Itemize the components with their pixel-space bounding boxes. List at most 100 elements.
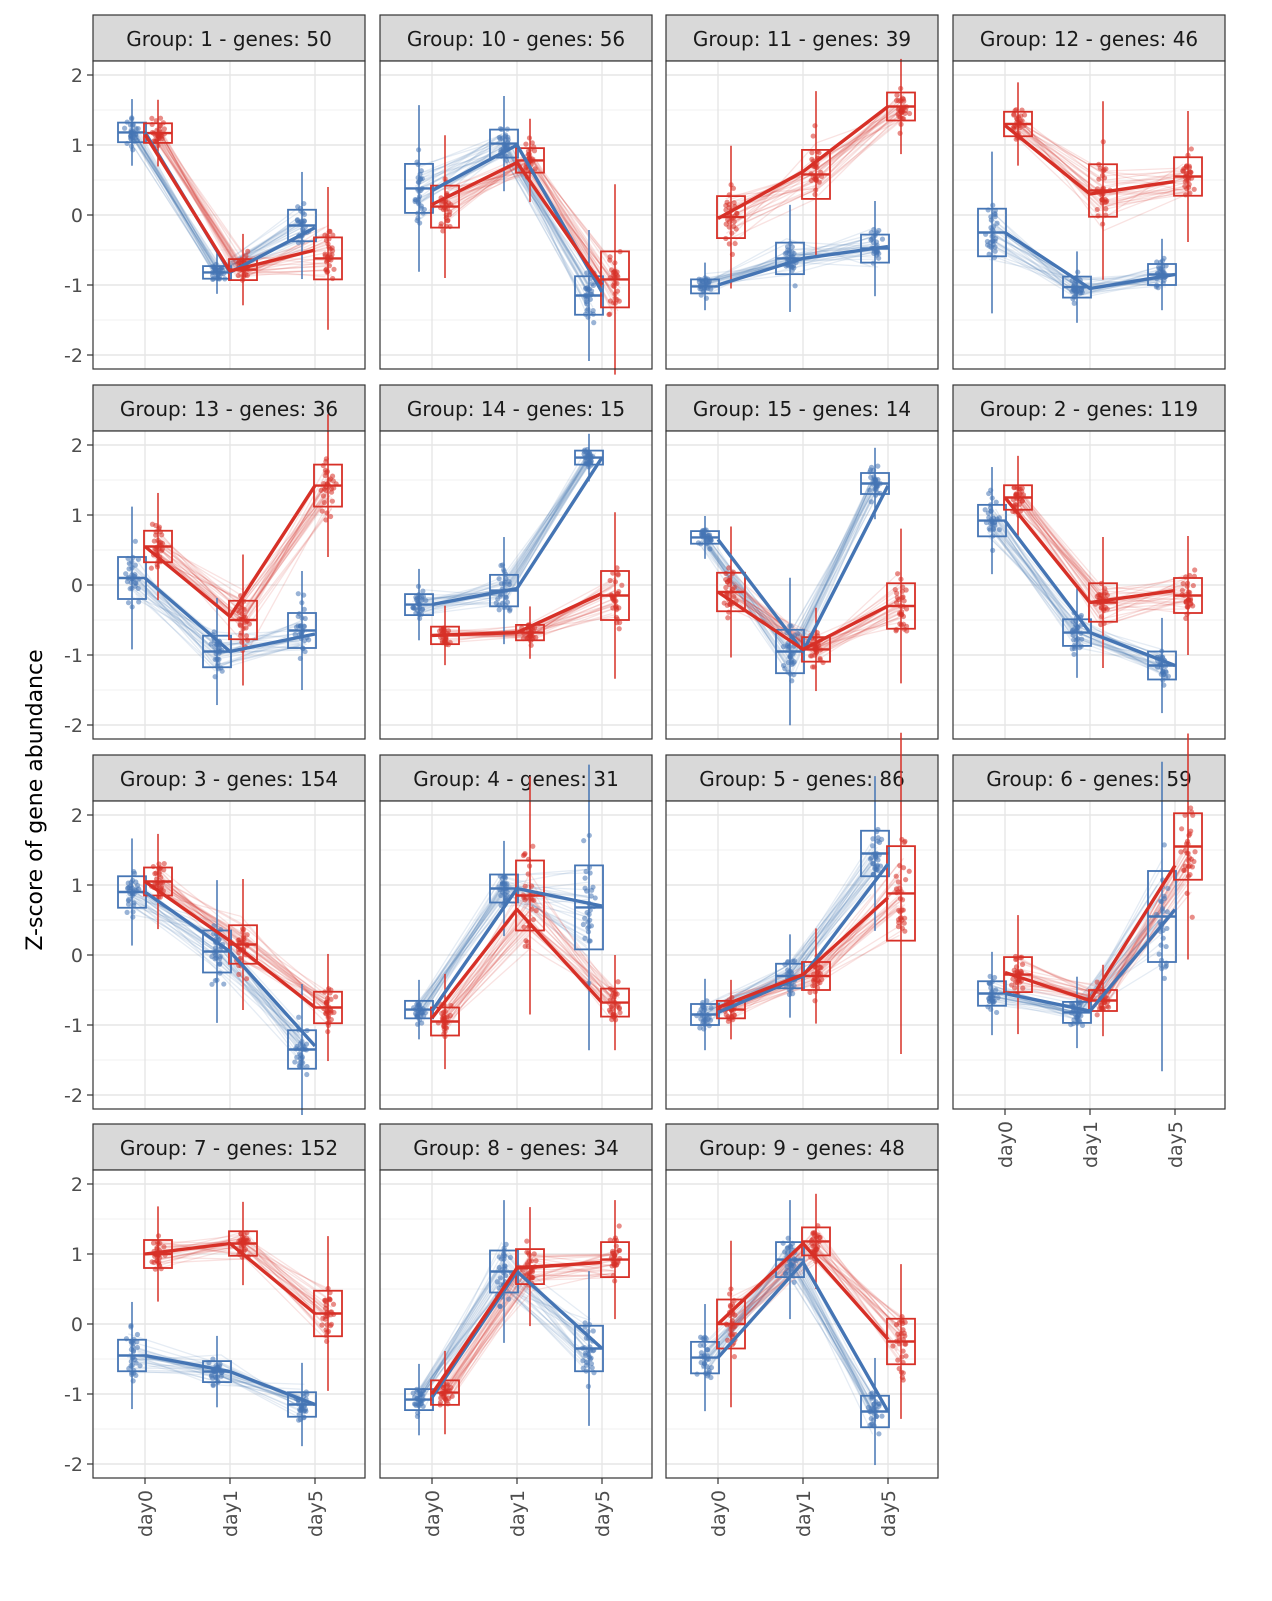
- blue-data-point: [497, 607, 502, 612]
- red-data-point: [1022, 112, 1027, 117]
- red-data-point: [810, 664, 815, 669]
- red-data-point: [1192, 187, 1197, 192]
- blue-data-point: [873, 486, 878, 491]
- red-data-point: [320, 509, 325, 514]
- red-data-point: [1106, 1005, 1111, 1010]
- red-data-point: [606, 312, 611, 317]
- x-tick-label: day5: [1165, 1121, 1187, 1168]
- facet-title: Group: 13 - genes: 36: [120, 397, 338, 421]
- red-data-point: [1190, 864, 1195, 869]
- red-data-point: [731, 224, 736, 229]
- red-data-point: [1015, 486, 1020, 491]
- red-data-point: [812, 998, 817, 1003]
- blue-data-point: [221, 981, 226, 986]
- blue-data-point: [879, 1414, 884, 1419]
- red-data-point: [236, 273, 241, 278]
- x-tick-label: day1: [1080, 1121, 1102, 1168]
- blue-data-point: [869, 499, 874, 504]
- red-data-point: [727, 575, 732, 580]
- red-data-point: [1191, 583, 1196, 588]
- red-data-point: [729, 995, 734, 1000]
- red-data-point: [617, 1223, 622, 1228]
- blue-data-point: [1075, 636, 1080, 641]
- blue-data-point: [218, 954, 223, 959]
- red-data-point: [322, 252, 327, 257]
- blue-data-point: [781, 644, 786, 649]
- facet-panel: Group: 1 - genes: 50 2 1 0 -1 -2: [64, 15, 365, 369]
- facet-title: Group: 8 - genes: 34: [413, 1136, 619, 1160]
- x-tick-label: day0: [422, 1490, 444, 1537]
- red-data-point: [1183, 863, 1188, 868]
- red-data-point: [731, 594, 736, 599]
- blue-data-point: [869, 1416, 874, 1421]
- red-data-point: [812, 192, 817, 197]
- y-tick-label: -2: [64, 715, 83, 737]
- blue-data-point: [869, 855, 874, 860]
- facet-title: Group: 12 - genes: 46: [980, 27, 1198, 51]
- x-tick-label: day0: [135, 1490, 157, 1537]
- blue-data-point: [497, 1265, 502, 1270]
- blue-data-point: [211, 1383, 216, 1388]
- red-data-point: [442, 1014, 447, 1019]
- y-tick-label: 1: [71, 1244, 83, 1266]
- blue-data-point: [1160, 669, 1165, 674]
- blue-data-point: [125, 910, 130, 915]
- red-data-point: [894, 874, 899, 879]
- blue-data-point: [1165, 886, 1170, 891]
- blue-data-point: [1072, 301, 1077, 306]
- red-data-point: [154, 1258, 159, 1263]
- facet-panel: Group: 9 - genes: 48day0 day1 day5: [666, 1124, 938, 1537]
- blue-data-point: [1077, 290, 1082, 295]
- red-data-point: [811, 133, 816, 138]
- blue-data-point: [306, 637, 311, 642]
- red-data-point: [907, 111, 912, 116]
- red-data-point: [534, 908, 539, 913]
- blue-data-point: [581, 838, 586, 843]
- facet-panel: Group: 14 - genes: 15: [380, 385, 652, 739]
- red-data-point: [1185, 891, 1190, 896]
- red-data-point: [328, 1008, 333, 1013]
- blue-data-point: [792, 1280, 797, 1285]
- red-data-point: [609, 1004, 614, 1009]
- red-data-point: [152, 871, 157, 876]
- facet-title: Group: 5 - genes: 86: [699, 767, 905, 791]
- blue-data-point: [997, 527, 1002, 532]
- blue-data-point: [494, 600, 499, 605]
- facet-panel: Group: 15 - genes: 14: [666, 385, 938, 739]
- red-data-point: [161, 1244, 166, 1249]
- blue-data-point: [126, 600, 131, 605]
- blue-data-point: [506, 1297, 511, 1302]
- red-data-point: [607, 258, 612, 263]
- blue-data-point: [876, 1431, 881, 1436]
- y-tick-label: 0: [71, 1314, 83, 1336]
- red-data-point: [530, 844, 535, 849]
- red-data-point: [521, 925, 526, 930]
- red-data-point: [330, 499, 335, 504]
- blue-data-point: [412, 1401, 417, 1406]
- red-data-point: [902, 1331, 907, 1336]
- red-data-point: [903, 877, 908, 882]
- blue-data-point: [130, 914, 135, 919]
- red-data-point: [324, 270, 329, 275]
- blue-data-point: [419, 1010, 424, 1015]
- red-data-point: [159, 532, 164, 537]
- red-data-point: [615, 571, 620, 576]
- y-tick-label: 1: [71, 875, 83, 897]
- red-data-point: [725, 1338, 730, 1343]
- red-data-point: [1185, 584, 1190, 589]
- blue-data-point: [133, 581, 138, 586]
- blue-data-point: [784, 1268, 789, 1273]
- blue-data-point: [496, 576, 501, 581]
- facet-panel: Group: 10 - genes: 56: [380, 15, 652, 375]
- facet-title: Group: 15 - genes: 14: [693, 397, 911, 421]
- facet-panel: Group: 5 - genes: 86: [666, 733, 938, 1109]
- red-data-point: [531, 917, 536, 922]
- blue-data-point: [993, 987, 998, 992]
- red-data-point: [890, 1343, 895, 1348]
- x-tick-label: day1: [220, 1490, 242, 1537]
- red-data-point: [609, 1017, 614, 1022]
- blue-data-point: [707, 546, 712, 551]
- y-tick-label: 1: [71, 505, 83, 527]
- red-data-point: [1189, 857, 1194, 862]
- red-data-point: [439, 628, 444, 633]
